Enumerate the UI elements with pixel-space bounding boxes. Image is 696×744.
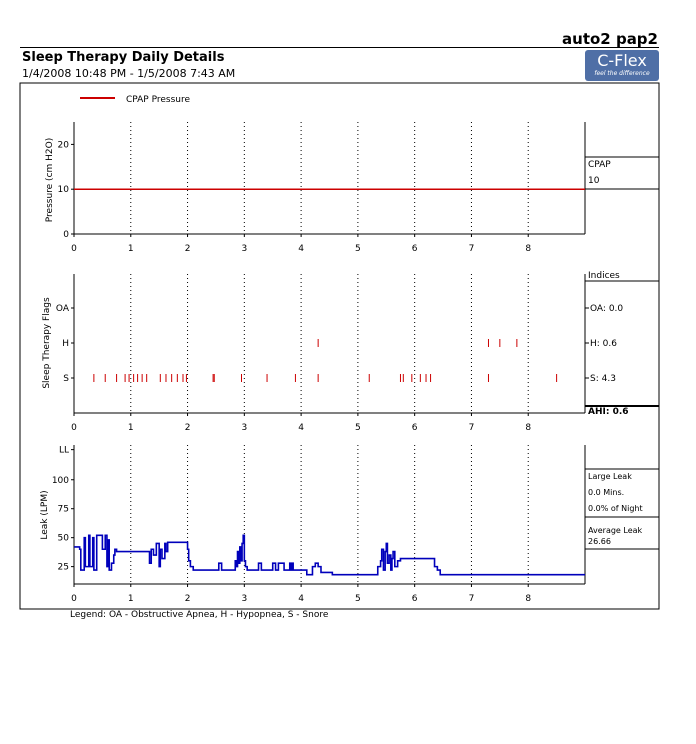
x-tick-label: 4 [298,594,304,604]
y-tick-label: 75 [58,505,69,515]
ahi-value: AHI: 0.6 [588,407,629,417]
x-tick-label: 6 [412,423,418,433]
y-tick-label: 100 [52,476,69,486]
x-tick-label: 5 [355,594,361,604]
pressure-ylabel: Pressure (cm H2O) [45,138,55,222]
logo-subtext: feel the difference [594,70,650,77]
index-s: S: 4.3 [590,374,616,384]
y-tick-label: 20 [58,140,70,150]
large-leak-pct: 0.0% of Night [588,504,643,513]
index-oa: OA: 0.0 [590,304,623,314]
index-h: H: 0.6 [590,339,617,349]
corner-title: auto2 pap2 [562,30,658,48]
x-tick-label: 7 [469,244,475,254]
pressure-chart: Pressure (cm H2O) 0 1 2 3 4 5 6 7 8 0 10 20 CPAP 10 [45,122,659,254]
x-tick-label: 0 [71,423,77,433]
x-tick-label: 1 [128,594,134,604]
avg-leak-label: Average Leak [588,526,643,535]
x-tick-label: 1 [128,423,134,433]
x-tick-label: 6 [412,594,418,604]
y-tick-label: OA [56,304,70,314]
report-date-range: 1/4/2008 10:48 PM - 1/5/2008 7:43 AM [22,67,236,80]
flags-chart: Sleep Therapy Flags 0 1 2 3 4 5 6 7 8 OA H S Indice… [42,271,659,433]
avg-leak-value: 26.66 [588,537,611,546]
x-tick-label: 2 [185,244,191,254]
y-tick-label: LL [59,446,69,456]
leak-chart: Leak (LPM) 0 1 2 3 4 5 6 7 8 25 50 75 100 LL Large Le… [40,445,659,604]
x-tick-label: 4 [298,423,304,433]
x-tick-label: 8 [525,244,531,254]
y-tick-label: 50 [58,534,70,544]
legend-label-pressure: CPAP Pressure [126,95,190,105]
report-title: Sleep Therapy Daily Details [22,50,225,65]
x-tick-label: 1 [128,244,134,254]
cpap-panel-label: CPAP [588,160,611,170]
y-tick-label: H [62,339,69,349]
leak-ylabel: Leak (LPM) [40,490,50,539]
indices-heading: Indices [588,271,620,281]
report-frame [19,82,660,610]
large-leak-mins: 0.0 Mins. [588,488,624,497]
legend-footnote: Legend: OA - Obstructive Apnea, H - Hypo… [70,610,329,620]
x-tick-label: 3 [241,244,247,254]
x-tick-label: 4 [298,244,304,254]
y-tick-label: 25 [58,563,69,573]
x-tick-label: 8 [525,423,531,433]
x-tick-label: 6 [412,244,418,254]
x-tick-label: 7 [469,423,475,433]
x-tick-label: 8 [525,594,531,604]
large-leak-label: Large Leak [588,472,632,481]
cpap-panel-value: 10 [588,176,600,186]
x-tick-label: 0 [71,594,77,604]
x-tick-label: 7 [469,594,475,604]
y-tick-label: 0 [63,230,69,240]
flags-ylabel: Sleep Therapy Flags [42,297,52,389]
x-tick-label: 3 [241,423,247,433]
x-tick-label: 0 [71,244,77,254]
x-tick-label: 2 [185,423,191,433]
y-tick-label: 10 [58,185,70,195]
cflex-logo: C-Flex feel the difference [585,50,659,81]
x-tick-label: 5 [355,244,361,254]
x-tick-label: 3 [241,594,247,604]
y-tick-label: S [63,374,69,384]
top-divider [20,47,659,48]
x-tick-label: 5 [355,423,361,433]
leak-line [74,534,585,576]
x-tick-label: 2 [185,594,191,604]
logo-text: C-Flex [597,51,647,70]
